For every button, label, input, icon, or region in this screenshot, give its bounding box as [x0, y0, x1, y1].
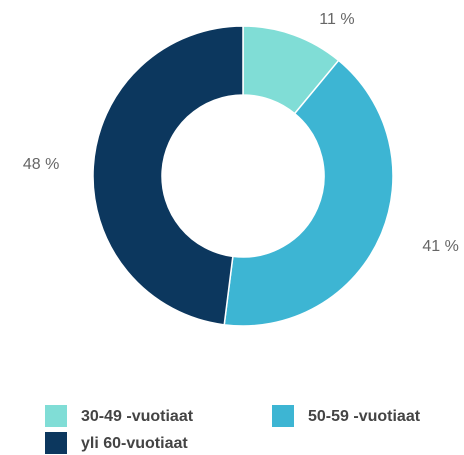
legend-label: 30-49 -vuotiaat	[81, 408, 194, 425]
value-label: 41 %	[422, 238, 458, 255]
legend-swatch	[45, 405, 67, 427]
legend-swatch	[45, 432, 67, 454]
value-label: 11 %	[319, 11, 354, 28]
donut-segment	[223, 59, 394, 327]
legend-label: yli 60-vuotiaat	[81, 435, 188, 452]
legend-label: 50-59 -vuotiaat	[308, 408, 421, 425]
legend-swatch	[272, 405, 294, 427]
donut-segment	[92, 25, 244, 326]
value-label: 48 %	[23, 156, 59, 173]
